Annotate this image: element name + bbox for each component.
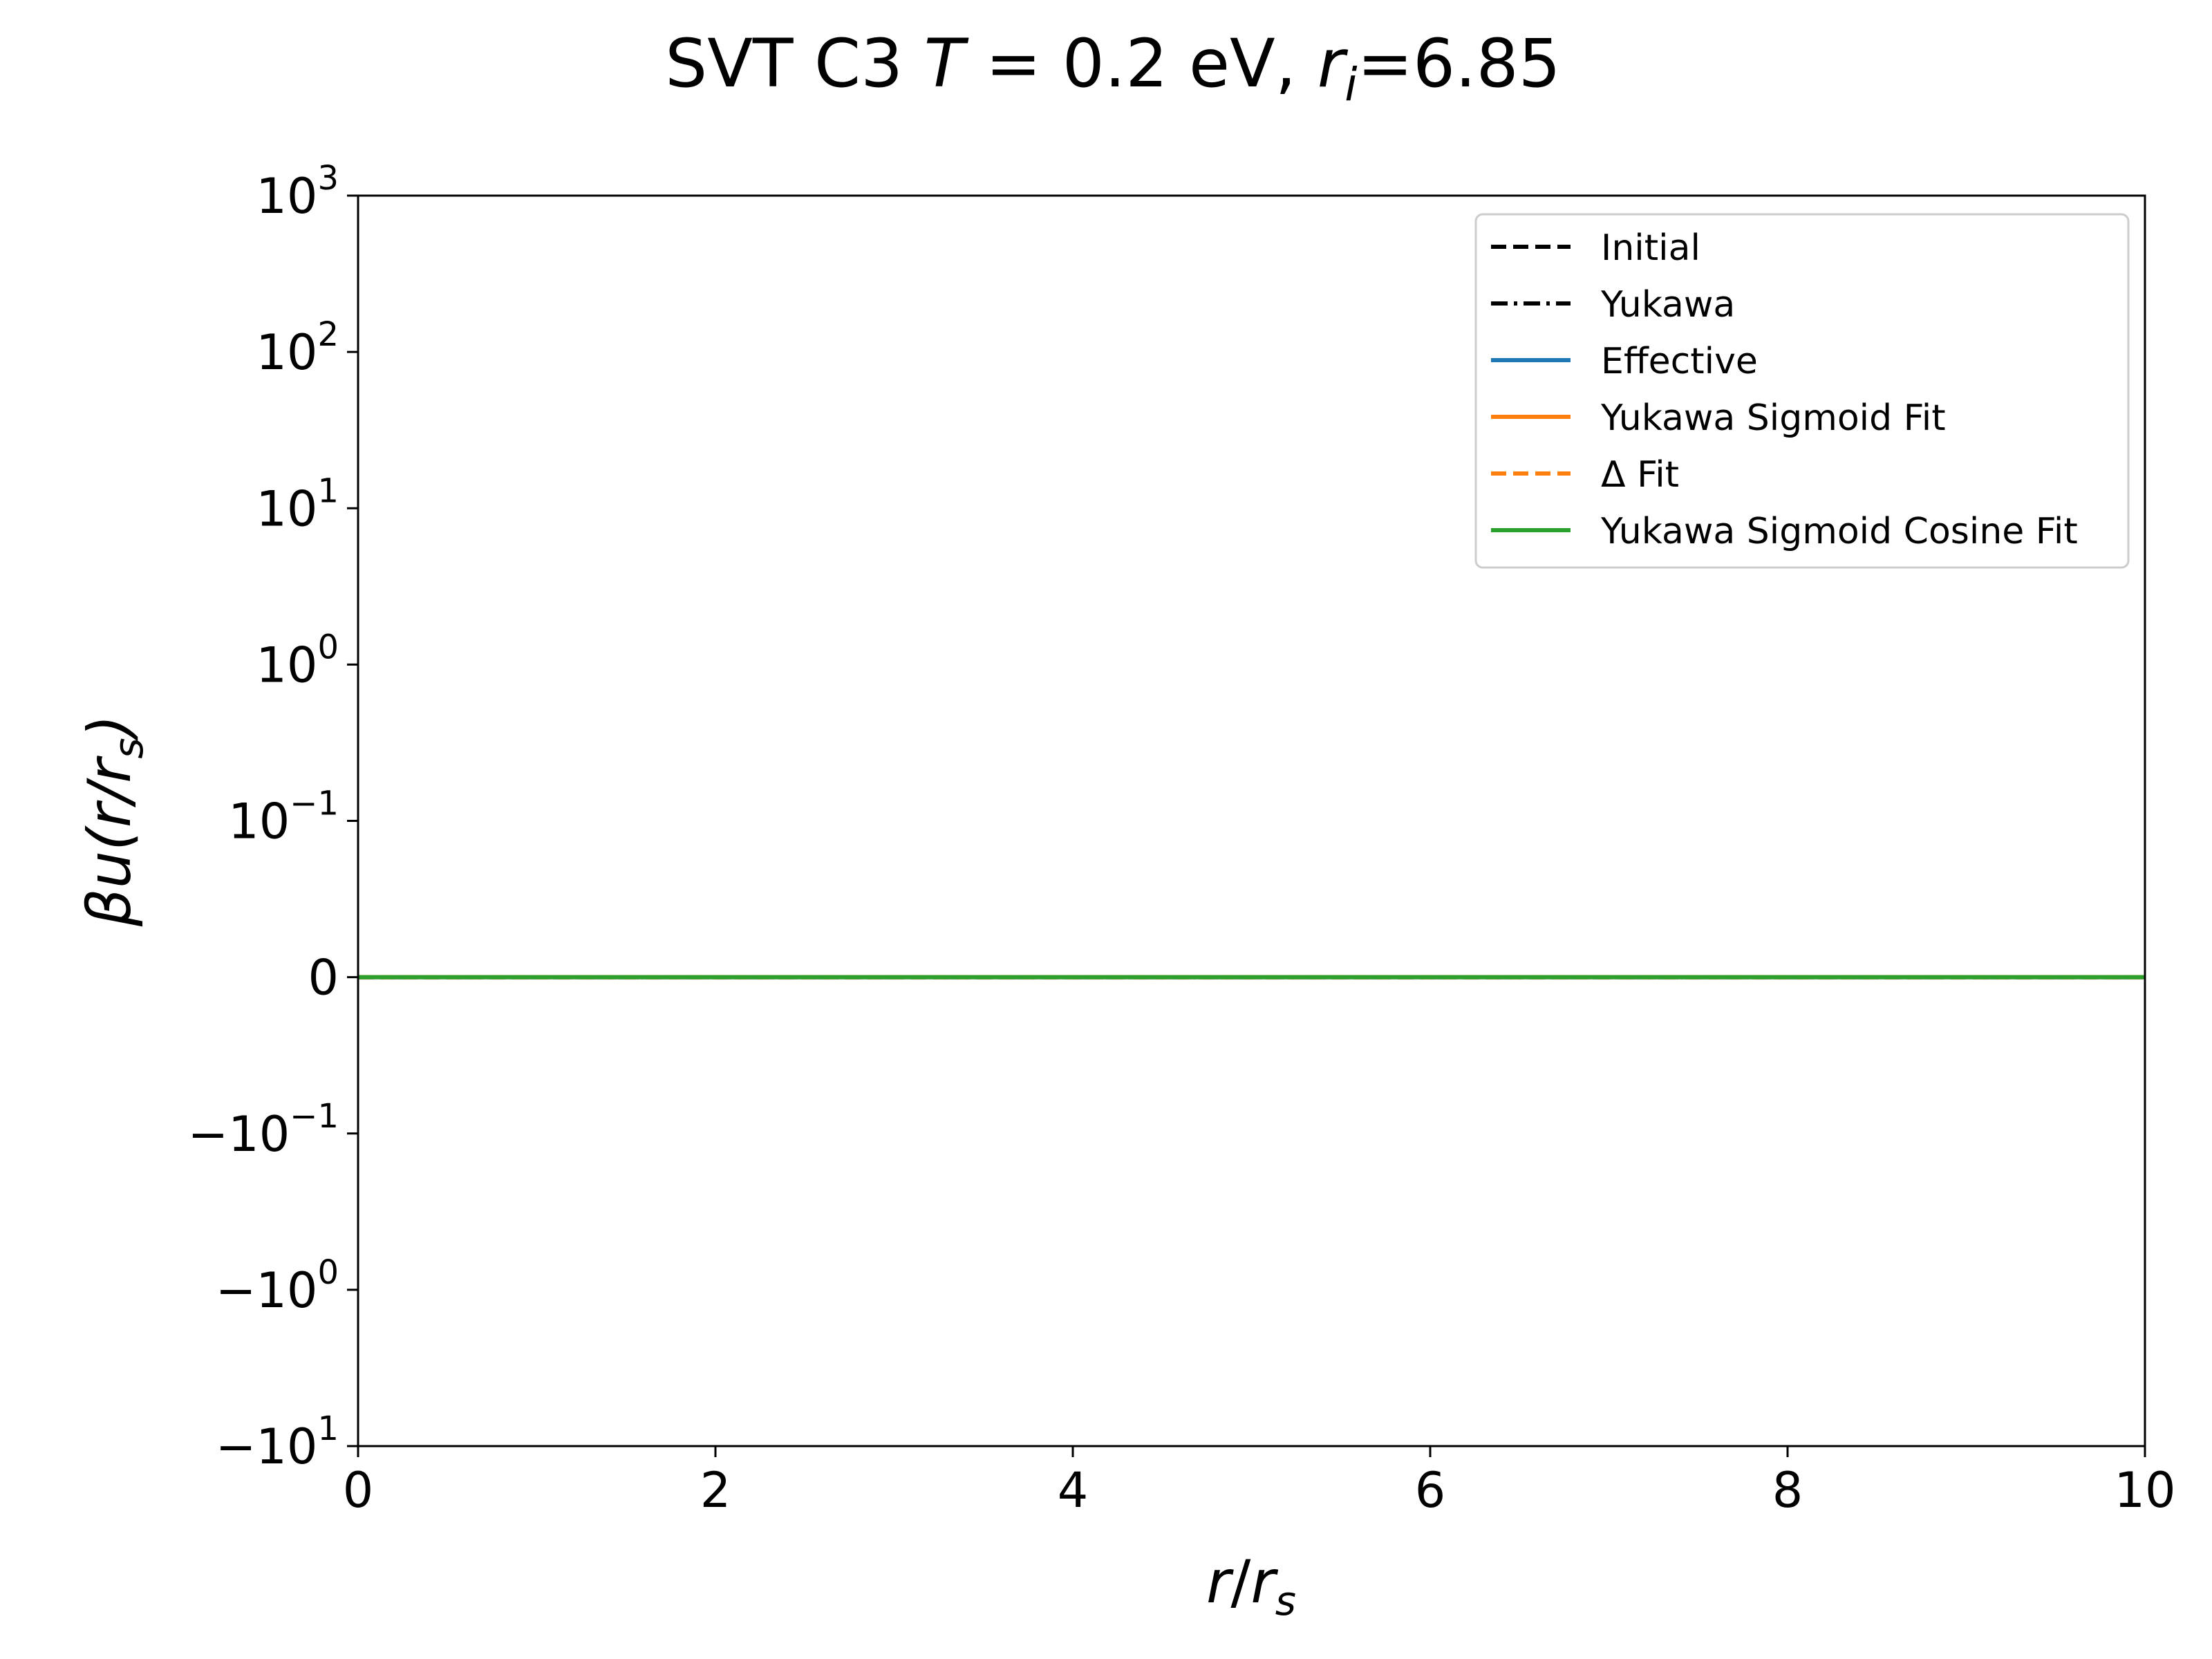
legend-label-5: Δ Fit	[1601, 454, 1679, 496]
y-tick-base: −10	[216, 1418, 318, 1475]
ylabel-part-2: s	[105, 738, 152, 758]
ylabel-part-1: βu(r/r	[75, 756, 144, 927]
y-tick-base: 10	[256, 637, 317, 693]
y-tick-base: 10	[256, 324, 317, 381]
y-tick-label: 100	[256, 628, 339, 693]
y-tick-exponent: 0	[317, 1253, 339, 1292]
xlabel-part-3: r	[1250, 1548, 1278, 1617]
legend-label-6: Yukawa Sigmoid Cosine Fit	[1600, 511, 2078, 552]
y-tick-exponent: −1	[290, 1097, 339, 1136]
xlabel-part-1: r	[1206, 1548, 1234, 1617]
title-part-6: =6.85	[1358, 25, 1561, 102]
title-part-5: i	[1344, 58, 1358, 111]
y-tick-base: 10	[256, 168, 317, 225]
x-axis-label: r/rs	[1206, 1548, 1296, 1624]
y-tick-base: 10	[256, 480, 317, 537]
y-tick-base: −10	[188, 1106, 290, 1163]
legend: Initial Yukawa Effective Yukawa Sigmoid Fit…	[1474, 213, 2130, 569]
y-tick-exponent: 2	[317, 315, 339, 354]
x-tick-label: 8	[1772, 1462, 1803, 1519]
y-tick-exponent: 1	[317, 471, 339, 510]
y-tick-label: −10−1	[188, 1097, 339, 1163]
ylabel-part-3: )	[75, 715, 144, 742]
legend-label-4: Yukawa Sigmoid Fit	[1600, 397, 1946, 439]
x-tick-label: 6	[1415, 1462, 1446, 1519]
y-tick-label: −100	[216, 1253, 339, 1319]
xlabel-part-2: /	[1230, 1548, 1250, 1617]
y-tick-exponent: −1	[290, 785, 339, 823]
y-tick-label: 0	[308, 950, 339, 1006]
legend-label-3: Effective	[1601, 341, 1758, 382]
y-tick-base: 0	[308, 950, 339, 1006]
y-tick-exponent: 0	[317, 628, 339, 666]
y-tick-label: 10−1	[228, 785, 339, 850]
y-tick-label: −101	[216, 1409, 339, 1475]
chart-title: SVT C3 T = 0.2 eV, ri=6.85	[665, 25, 1560, 111]
y-axis-label: βu(r/rs)	[75, 715, 152, 927]
x-tick-label: 0	[343, 1462, 374, 1519]
legend-box	[1474, 213, 2130, 569]
y-tick-label: 103	[256, 159, 339, 225]
title-part-2: T	[924, 25, 969, 102]
legend-label-1: Initial	[1601, 227, 1700, 269]
y-tick-exponent: 3	[317, 159, 339, 198]
title-part-3: = 0.2 eV,	[964, 25, 1317, 102]
x-tick-label: 4	[1058, 1462, 1089, 1519]
xlabel-part-4: s	[1275, 1577, 1296, 1624]
y-tick-base: −10	[216, 1262, 318, 1319]
title-part-4: r	[1318, 25, 1349, 102]
y-tick-label: 102	[256, 315, 339, 381]
y-tick-exponent: 1	[317, 1409, 339, 1448]
x-axis-ticks: 0 2 4 6 8 10	[343, 1446, 2176, 1519]
x-tick-label: 2	[700, 1462, 731, 1519]
x-tick-label: 10	[2114, 1462, 2175, 1519]
legend-entries: Initial Yukawa Effective Yukawa Sigmoid Fit…	[1491, 227, 2078, 552]
legend-label-2: Yukawa	[1600, 284, 1735, 326]
y-tick-label: 101	[256, 471, 339, 537]
y-tick-base: 10	[228, 794, 290, 850]
title-part-1: SVT C3	[665, 25, 924, 102]
